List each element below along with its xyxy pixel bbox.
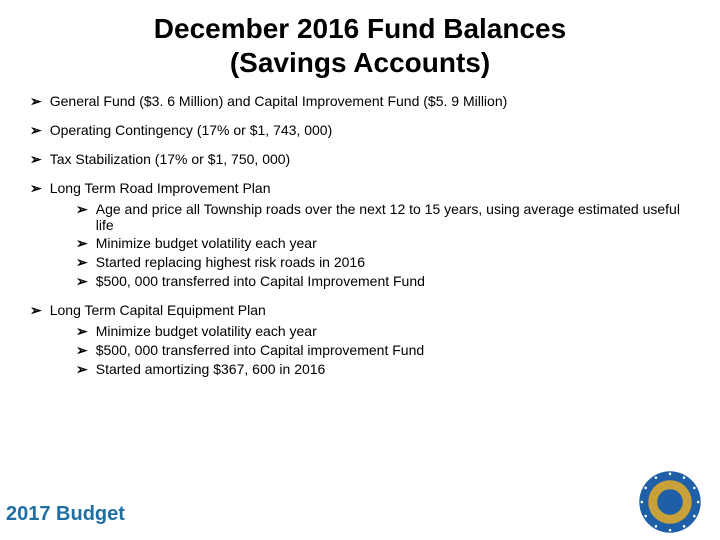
sub-list-item-text: Age and price all Township roads over th…	[96, 201, 690, 233]
sub-list-item-text: Started replacing highest risk roads in …	[96, 254, 690, 270]
list-item-text: Tax Stabilization (17% or $1, 750, 000)	[50, 151, 690, 167]
sub-list-item: ➢ Age and price all Township roads over t…	[76, 201, 690, 233]
bullet-arrow-icon: ➢	[76, 201, 88, 218]
list-item: ➢ General Fund ($3. 6 Million) and Capita…	[30, 93, 690, 110]
bullet-arrow-icon: ➢	[76, 361, 88, 378]
slide: { "title": { "line1": "December 2016 Fun…	[0, 0, 720, 540]
list-item: ➢ Tax Stabilization (17% or $1, 750, 000)	[30, 151, 690, 168]
list-item-text: Long Term Capital Equipment Plan	[50, 302, 690, 318]
sub-list-item: ➢ Minimize budget volatility each year	[76, 323, 690, 340]
title-line-2: (Savings Accounts)	[230, 47, 490, 78]
title-line-1: December 2016 Fund Balances	[154, 13, 566, 44]
bullet-arrow-icon: ➢	[30, 180, 42, 197]
footer-label: 2017 Budget	[6, 503, 125, 526]
township-seal-icon	[638, 470, 702, 534]
content-area: ➢ General Fund ($3. 6 Million) and Capita…	[0, 79, 720, 378]
sub-list: ➢ Minimize budget volatility each year ➢ $5…	[76, 323, 690, 378]
sub-list-item: ➢ Started replacing highest risk roads in…	[76, 254, 690, 271]
bullet-arrow-icon: ➢	[76, 254, 88, 271]
bullet-arrow-icon: ➢	[76, 342, 88, 359]
seal-center	[657, 489, 683, 515]
list-item: ➢ Long Term Capital Equipment Plan ➢ Minimi…	[30, 302, 690, 378]
bullet-arrow-icon: ➢	[30, 302, 42, 319]
sub-list-item-text: $500, 000 transferred into Capital Impro…	[96, 273, 690, 289]
page-title: December 2016 Fund Balances (Savings Acc…	[0, 0, 720, 79]
bullet-arrow-icon: ➢	[76, 323, 88, 340]
sub-list-item: ➢ Started amortizing $367, 600 in 2016	[76, 361, 690, 378]
bullet-arrow-icon: ➢	[76, 235, 88, 252]
sub-list-item-text: Started amortizing $367, 600 in 2016	[96, 361, 690, 377]
list-item: ➢ Long Term Road Improvement Plan ➢ Age and…	[30, 180, 690, 290]
sub-list-item-text: $500, 000 transferred into Capital impro…	[96, 342, 690, 358]
sub-list-item: ➢ $500, 000 transferred into Capital impr…	[76, 342, 690, 359]
sub-list-item-text: Minimize budget volatility each year	[96, 235, 690, 251]
sub-list: ➢ Age and price all Township roads over t…	[76, 201, 690, 290]
sub-list-item: ➢ Minimize budget volatility each year	[76, 235, 690, 252]
sub-list-item: ➢ $500, 000 transferred into Capital Impr…	[76, 273, 690, 290]
bullet-arrow-icon: ➢	[30, 151, 42, 168]
bullet-arrow-icon: ➢	[30, 122, 42, 139]
list-item-text: Operating Contingency (17% or $1, 743, 0…	[50, 122, 690, 138]
sub-list-item-text: Minimize budget volatility each year	[96, 323, 690, 339]
bullet-list: ➢ General Fund ($3. 6 Million) and Capita…	[30, 93, 690, 378]
list-item: ➢ Operating Contingency (17% or $1, 743, …	[30, 122, 690, 139]
bullet-arrow-icon: ➢	[30, 93, 42, 110]
list-item-text: Long Term Road Improvement Plan	[50, 180, 690, 196]
list-item-text: General Fund ($3. 6 Million) and Capital…	[50, 93, 690, 109]
bullet-arrow-icon: ➢	[76, 273, 88, 290]
